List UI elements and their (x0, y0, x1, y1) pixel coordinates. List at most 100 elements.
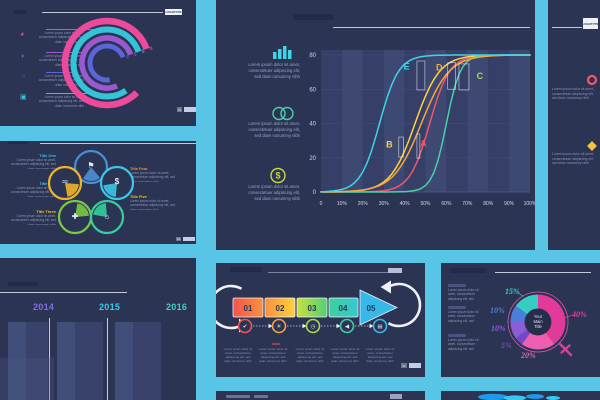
arc-tip-label: 85 (148, 46, 153, 51)
mini-title-placeholder (448, 284, 466, 287)
donut-segment (515, 294, 538, 315)
svg-text:04: 04 (339, 304, 348, 313)
page-number: 01 (177, 107, 182, 112)
panel-partial-slide[interactable] (216, 391, 425, 400)
cycle-node-icon: ✚ (72, 212, 79, 221)
legend-text: Lorem ipsum dolor sit amet, consectetuer … (248, 184, 300, 202)
body-text: Lorem ipsum dolor sit amet, consectetuer… (448, 288, 479, 301)
label-tick (564, 315, 572, 318)
thumbs-up-icon: ✔ (243, 324, 248, 330)
step-caption: Lorem ipsum dolor sit amet, consectetuer… (330, 347, 360, 364)
radial-arc (70, 26, 144, 100)
page-number: 01 (176, 237, 181, 241)
plot-column-band (383, 50, 405, 192)
x-tick-label: 50% (420, 201, 431, 207)
panel-donut-chart-slide[interactable]: Lorem ipsum dolor sit amet, consectetuer… (441, 263, 600, 377)
step-caption: Lorem ipsum dolor sit amet, consectetuer… (365, 347, 395, 364)
logo-placeholder (388, 268, 402, 273)
plot-column-band (404, 50, 426, 192)
svg-text:03: 03 (308, 304, 317, 313)
svg-text:Title: Title (534, 324, 542, 329)
diamond-icon (587, 141, 597, 151)
timeline-divider (107, 318, 109, 400)
title-underline (333, 27, 530, 29)
donut-label: 10% (490, 306, 505, 315)
series-curve-E (320, 54, 531, 193)
dollar-circle-icon: $ (270, 167, 286, 184)
clock-icon: ◷ (311, 324, 316, 330)
slide-title-placeholder (293, 14, 333, 20)
leader-line (46, 93, 88, 94)
cycle-node-icon: ⚑ (87, 161, 94, 170)
body-text: Lorem ipsum dolor sit amet, consectetuer… (448, 338, 479, 351)
mini-title-placeholder (448, 334, 466, 337)
highlight-overlay (0, 358, 54, 400)
donut-segment (510, 322, 528, 339)
loop-arrow-left (216, 284, 243, 330)
year-label: 2016 (166, 302, 188, 312)
briefcase-icon: ▣ (20, 94, 27, 101)
cycle-title-two: Title Two (39, 181, 57, 186)
cycle-node: ⚑ (73, 149, 109, 185)
svg-text:Your: Your (534, 314, 543, 319)
mini-title-placeholder (448, 306, 466, 309)
cycle-node-icon: $ (115, 177, 120, 186)
donut-label: 15% (505, 287, 520, 296)
panel-timeline-slide[interactable]: 2014 2015 2016 (0, 258, 196, 400)
pie-chart-icon: ◕ (20, 31, 25, 38)
donut-label: 5% (501, 341, 512, 350)
panel-radial-arc-slide[interactable]: LOGOTYPE ◕ Lorem ipsum dolor sit amet, c… (0, 0, 196, 126)
panel-process-arrow-slide[interactable]: 01 02 03 04 05 ✔ ☀ ◷ (216, 263, 425, 377)
x-tick-label: 100% (524, 201, 535, 207)
panel-partial-slide[interactable] (441, 391, 600, 400)
body-text: Lorem ipsum dolor sit amet, consectetuer… (552, 87, 594, 101)
cycle-node: $ (99, 165, 135, 201)
logo-placeholder (390, 394, 402, 399)
body-text: Lorem ipsum dolor sit amet, consectetuer… (552, 152, 594, 166)
logo-box: LOGOTYPE (582, 18, 599, 29)
venn-circles-icon (272, 106, 294, 121)
cycle-node: ☼ (89, 199, 125, 235)
loop-arrow-right (387, 282, 422, 328)
legend-text: Lorem ipsum dolor sit amet, consectetuer … (248, 121, 300, 139)
panel-cycle-diagram-slide[interactable]: Title One Lorem ipsum dolor sit amet, co… (0, 141, 196, 244)
cycle-circles: ⚑ ∞ $ ✚ ☼ (47, 149, 135, 235)
timeline-divider (49, 318, 51, 400)
title-underline (0, 292, 127, 294)
x-tick-label: 80% (483, 201, 494, 207)
slide-title-placeholder (254, 395, 268, 398)
panel-scurve-chart-slide[interactable]: Lorem ipsum dolor sit amet, consectetuer … (216, 0, 535, 250)
body-text: Lorem ipsum dolor sit amet, consectetuer… (448, 310, 479, 323)
cycle-title-four: Title Four (130, 166, 148, 171)
year-label: 2015 (99, 302, 121, 312)
donut-outline (507, 291, 569, 353)
cycle-node-icon: ∞ (62, 177, 68, 186)
gender-donut-chart: Your Main Title (507, 291, 573, 357)
donut-segment (510, 305, 528, 322)
y-tick-label: 40 (309, 122, 316, 128)
cycle-node: ✚ (57, 199, 93, 235)
pie-chart-icon: ◑ (20, 53, 25, 60)
legend-text: Lorem ipsum dolor sit amet, consectetuer … (248, 62, 300, 80)
slide-title-placeholder (13, 10, 27, 14)
title-underline (40, 143, 196, 145)
panel-text-slide[interactable]: LOGOTYPE Lorem ipsum dolor sit amet, con… (548, 0, 600, 250)
donut-ring-icon (586, 74, 598, 86)
series-label-A: A (420, 139, 427, 149)
logo-box: LOGOTYPE (165, 9, 182, 15)
process-diagram: 01 02 03 04 05 ✔ ☀ ◷ (216, 280, 422, 345)
slide-title-placeholder (450, 268, 486, 273)
step-caption: Lorem ipsum dolor sit amet, consectetuer… (295, 347, 325, 364)
blue-doodle (478, 393, 560, 400)
slide-title-placeholder (230, 267, 262, 272)
cycle-node: ∞ (47, 165, 83, 201)
donut-label: 40% (572, 310, 587, 319)
pager-placeholder (409, 363, 421, 368)
callout-box (458, 63, 470, 91)
leader-line (46, 29, 98, 30)
cycle-text: Lorem ipsum dolor sit amet, consectetuer… (130, 171, 176, 182)
x-tick-label: 90% (504, 201, 515, 207)
arc-tip-label: 54 (125, 54, 130, 59)
